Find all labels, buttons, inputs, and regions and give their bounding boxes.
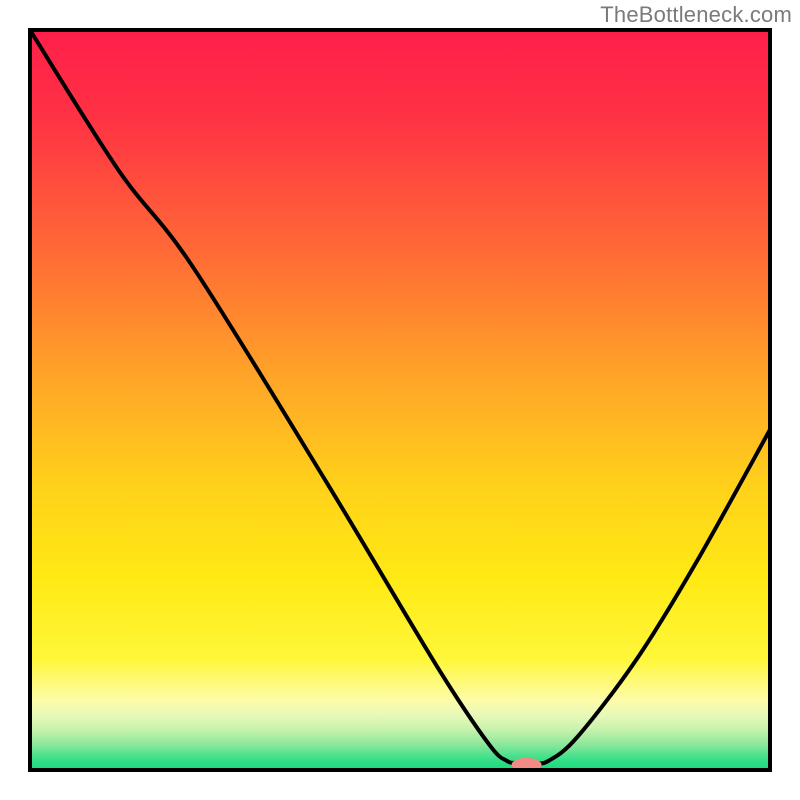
chart-stage: TheBottleneck.com <box>0 0 800 800</box>
plot-background <box>30 30 770 770</box>
watermark-text: TheBottleneck.com <box>600 2 792 28</box>
bottleneck-chart <box>0 0 800 800</box>
